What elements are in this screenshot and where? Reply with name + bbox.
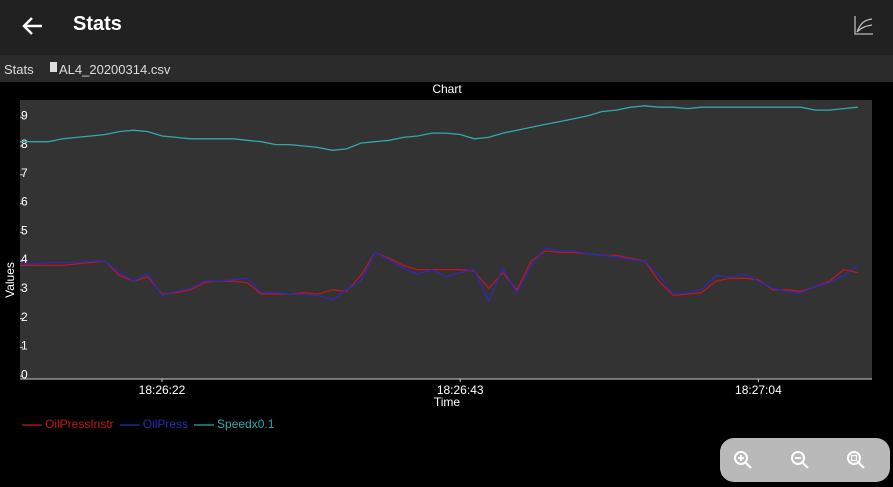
x-tick-label: 18:26:43 (437, 383, 484, 397)
breadcrumb-item[interactable]: Stats (4, 62, 34, 77)
app-bar: Stats (0, 0, 893, 55)
y-tick-label: 2 (21, 310, 28, 324)
file-name: AL4_20200314.csv (59, 62, 171, 77)
series-line (20, 105, 858, 151)
plot-area (20, 100, 872, 379)
y-tick-label: 4 (21, 252, 28, 266)
y-tick-label: 3 (21, 281, 28, 295)
file-icon (50, 62, 57, 72)
y-tick-label: 9 (21, 108, 28, 122)
legend-label: OilPress (143, 417, 188, 431)
chart-title: Chart (432, 82, 462, 96)
zoom-out[interactable] (787, 447, 813, 473)
zoom-reset[interactable] (843, 447, 869, 473)
x-axis-label: Time (434, 395, 461, 409)
x-tick-label: 18:26:22 (139, 383, 186, 397)
y-tick-label: 6 (21, 195, 28, 209)
zoom-controls (720, 438, 890, 482)
legend-label: Speedx0.1 (217, 417, 275, 431)
x-tick-label: 18:27:04 (735, 383, 782, 397)
series-line (20, 247, 859, 303)
y-tick-label: 8 (21, 137, 28, 151)
legend-label: OilPressInstr (45, 417, 114, 431)
y-tick-label: 0 (21, 367, 28, 381)
y-axis-label: Values (3, 262, 17, 298)
y-tick-label: 5 (21, 223, 28, 237)
chart: Chart Time Values 0 1 2 3 4 5 6 7 8 9 18:26:22 18:2… (3, 82, 872, 431)
zoom-in[interactable] (730, 447, 756, 473)
screen-title: Stats (73, 13, 122, 35)
y-tick-label: 7 (21, 166, 28, 180)
chart-button[interactable] (853, 14, 875, 36)
breadcrumb: Stats AL4_20200314.csv (0, 55, 893, 82)
back-button[interactable] (20, 13, 46, 39)
y-tick-label: 1 (21, 339, 28, 353)
